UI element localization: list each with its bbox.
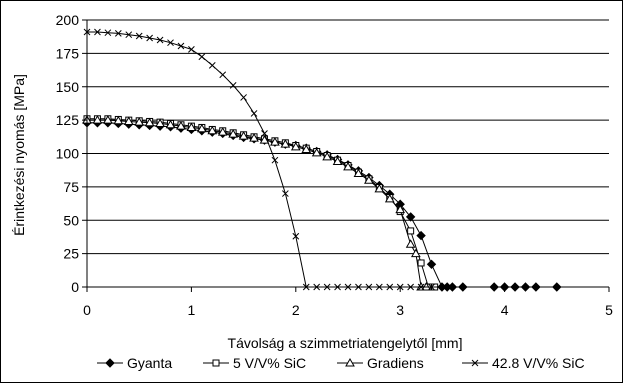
- data-point: [311, 147, 322, 157]
- legend: Gyanta 5 V/V% SiC Gradiens 42.8 V/V% SiC: [97, 355, 585, 371]
- y-tick-label: 200: [56, 12, 80, 28]
- data-point: [176, 121, 186, 130]
- y-tick-label: 25: [63, 246, 79, 262]
- data-point: [219, 71, 227, 79]
- data-point: [238, 131, 249, 140]
- data-point: [353, 168, 364, 178]
- data-point: [165, 119, 176, 129]
- data-point: [217, 127, 228, 136]
- data-point: [125, 31, 133, 39]
- data-point: [208, 62, 216, 69]
- data-point: [156, 36, 164, 44]
- data-point: [196, 123, 207, 133]
- y-tick-label: 0: [71, 279, 79, 295]
- y-tick-label: 150: [56, 79, 80, 95]
- legend-marker: [345, 357, 355, 367]
- data-point: [332, 156, 343, 166]
- data-point: [104, 29, 112, 37]
- x-tick-label: 5: [605, 302, 613, 318]
- data-point: [416, 230, 426, 241]
- series-3: [83, 28, 435, 291]
- legend-item: 5 V/V% SiC: [203, 355, 306, 371]
- legend-label: 5 V/V% SiC: [233, 355, 306, 371]
- data-point: [113, 115, 124, 125]
- data-point: [249, 133, 259, 142]
- data-point: [228, 129, 239, 138]
- data-point: [405, 212, 416, 222]
- data-point: [301, 144, 312, 153]
- data-point: [188, 46, 195, 53]
- series-line: [87, 119, 427, 288]
- data-point: [410, 248, 421, 258]
- x-tick-label: 2: [292, 302, 300, 318]
- data-point: [146, 34, 153, 42]
- y-tick-label: 75: [63, 179, 79, 195]
- series-2: [82, 115, 432, 291]
- data-point: [240, 94, 247, 101]
- data-point: [135, 32, 143, 40]
- y-tick-label: 100: [56, 146, 80, 162]
- data-point: [280, 139, 291, 148]
- data-point: [364, 175, 374, 184]
- data-point: [407, 227, 415, 235]
- x-tick-label: 1: [188, 302, 196, 318]
- legend-marker: [471, 359, 479, 367]
- legend-item: Gradiens: [337, 355, 424, 371]
- x-tick-label: 4: [501, 302, 509, 318]
- data-point: [114, 29, 122, 37]
- axes: 0 25 50 75 100 125 150 175 200 0 1 2 3 4 5: [56, 12, 613, 318]
- data-point: [343, 161, 353, 171]
- series-line: [87, 118, 435, 288]
- data-point: [322, 151, 332, 161]
- data-point: [155, 118, 165, 127]
- data-point: [292, 232, 300, 240]
- data-point: [134, 117, 145, 126]
- legend-marker: [105, 358, 115, 368]
- data-point: [395, 204, 406, 214]
- series-line: [87, 122, 557, 288]
- legend-marker: [212, 359, 220, 367]
- y-tick-label: 125: [56, 112, 80, 128]
- gridlines: [87, 19, 609, 255]
- data-point: [92, 115, 103, 124]
- data-point: [290, 141, 301, 151]
- y-tick-label: 50: [63, 212, 79, 228]
- data-point: [374, 183, 385, 193]
- data-point: [167, 39, 174, 47]
- legend-label: Gyanta: [127, 355, 172, 371]
- data-point: [186, 122, 197, 131]
- data-point: [177, 42, 185, 50]
- data-point: [198, 53, 206, 61]
- legend-item: Gyanta: [97, 355, 172, 371]
- data-point: [103, 115, 113, 124]
- y-tick-label: 175: [56, 45, 80, 61]
- data-point: [123, 116, 134, 125]
- data-point: [94, 28, 101, 36]
- y-axis-label: Érintkezési nyomás [MPa]: [11, 74, 27, 236]
- data-point: [405, 239, 416, 248]
- data-point: [229, 82, 237, 89]
- legend-label: 42.8 V/V% SiC: [492, 355, 585, 371]
- x-tick-label: 0: [83, 302, 91, 318]
- legend-label: Gradiens: [367, 355, 424, 371]
- series-0: [82, 118, 562, 292]
- legend-item: 42.8 V/V% SiC: [462, 355, 585, 371]
- data-point: [144, 117, 155, 127]
- series-line: [87, 31, 432, 288]
- x-tick-label: 3: [396, 302, 404, 318]
- data-point: [282, 190, 289, 197]
- data-point: [270, 137, 280, 146]
- data-point: [207, 125, 218, 135]
- series-group: [82, 28, 562, 292]
- data-point: [261, 130, 268, 137]
- x-axis-label: Távolság a szimmetriatengelytől [mm]: [228, 335, 463, 351]
- data-point: [426, 259, 437, 270]
- data-point: [250, 110, 258, 117]
- data-point: [384, 193, 395, 203]
- data-point: [271, 156, 279, 164]
- data-point: [417, 259, 425, 267]
